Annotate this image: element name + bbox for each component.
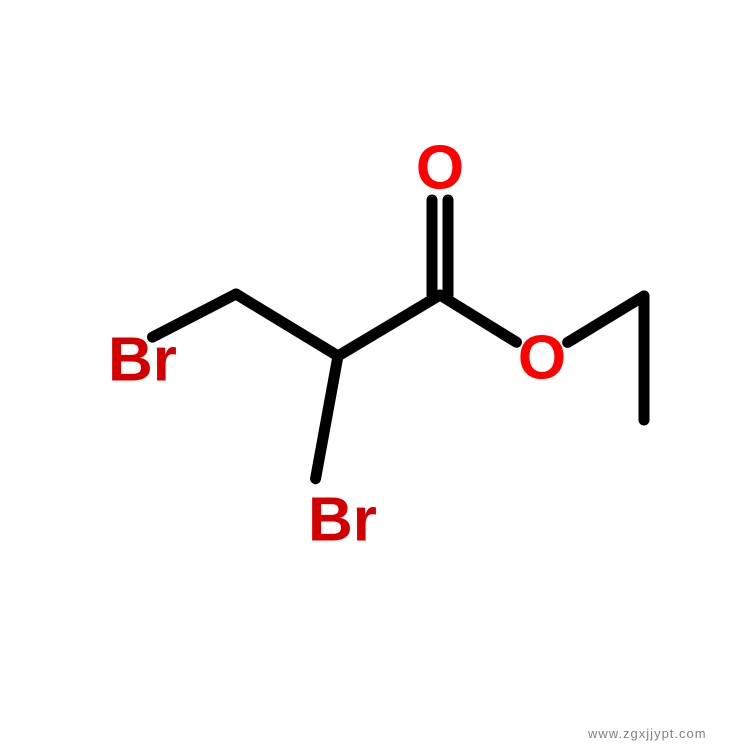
atom-label-br2: Br — [308, 486, 377, 555]
watermark-text: www.zgxjjypt.com — [588, 726, 707, 741]
atom-label-o2: O — [518, 324, 566, 393]
molecule-diagram: Br Br O O — [0, 0, 750, 750]
atom-label-o1: O — [416, 134, 464, 203]
atom-label-br1: Br — [108, 326, 177, 395]
